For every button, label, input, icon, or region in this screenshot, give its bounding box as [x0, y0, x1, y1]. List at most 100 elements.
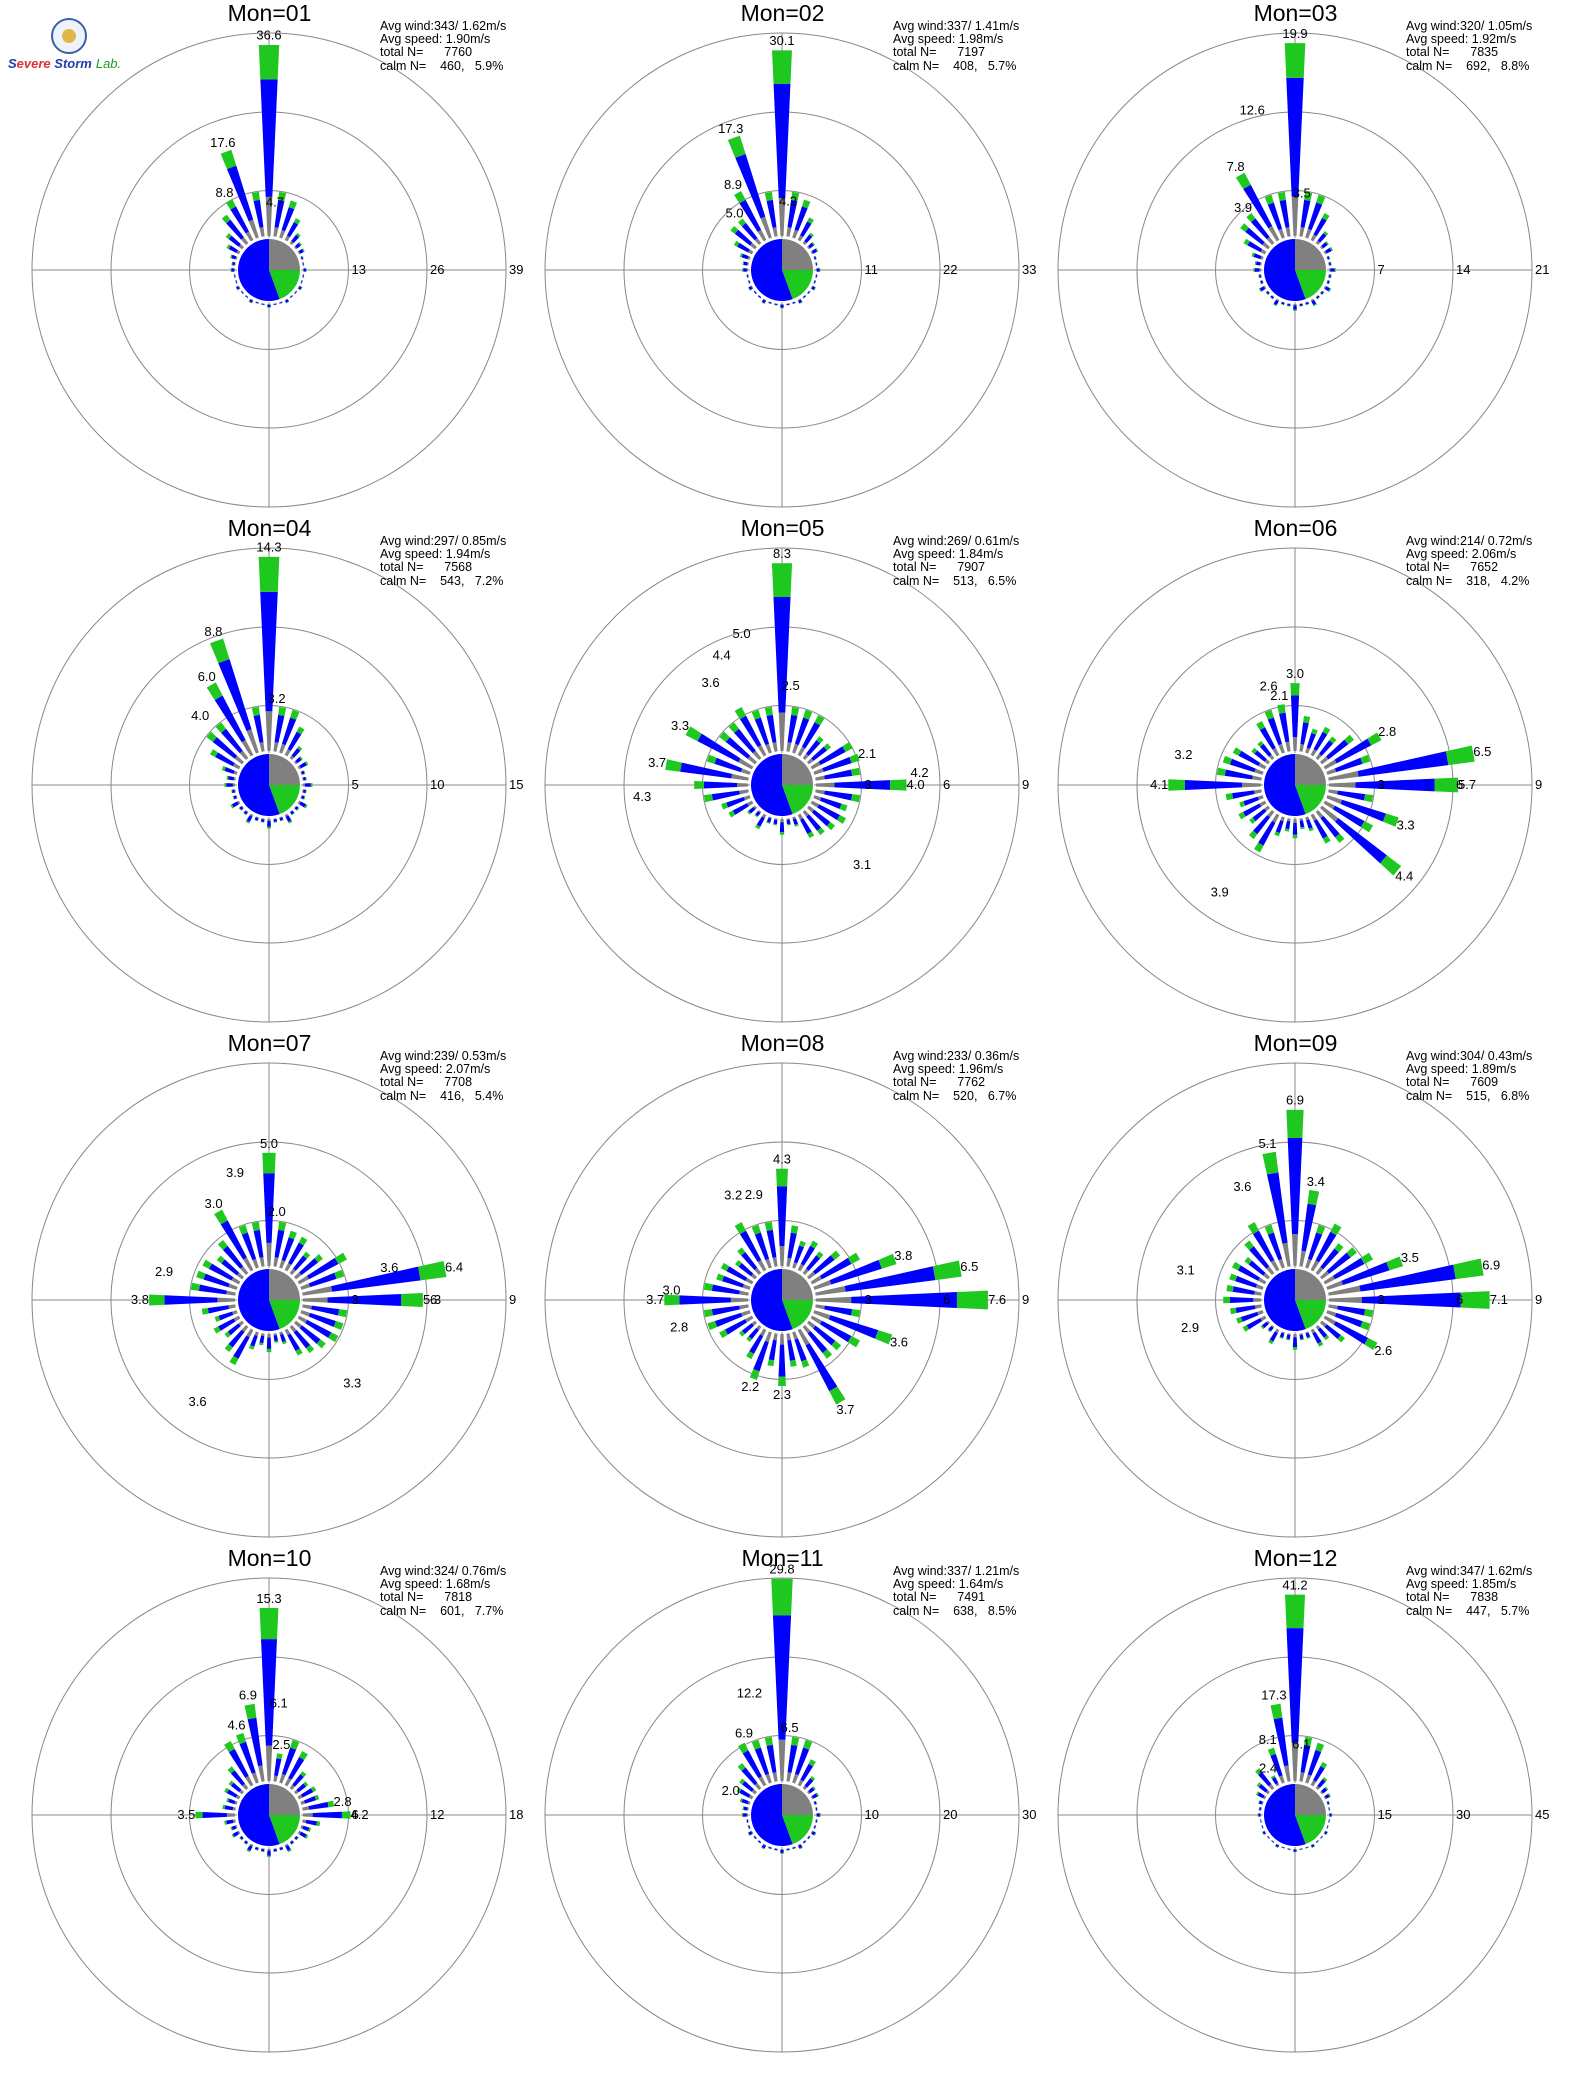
- direction-spoke: [294, 1835, 299, 1841]
- panel-stats: Avg wind:269/ 0.61m/s Avg speed: 1.84m/s t…: [893, 534, 1019, 588]
- calm-center-pie: [1263, 1268, 1327, 1332]
- direction-spoke: [302, 262, 305, 266]
- direction-spoke: [1320, 1320, 1345, 1343]
- direction-spoke: [297, 1252, 348, 1285]
- direction-spoke: [1271, 1840, 1275, 1844]
- direction-spoke: [1323, 732, 1382, 770]
- direction-spoke: [792, 1331, 810, 1368]
- stats-line: calm N= 520, 6.7%: [893, 1088, 1017, 1103]
- windrose-plot: 11 22 33 30.1 4.2 17.3 8.9 5.0: [544, 32, 1036, 508]
- direction-spoke: [786, 191, 800, 237]
- ring-tick-label: 13: [352, 262, 366, 277]
- direction-spoke: [733, 240, 754, 255]
- direction-spoke: [1256, 721, 1280, 757]
- direction-spoke: [1326, 795, 1399, 827]
- ring-tick-label: 3: [1378, 1292, 1385, 1307]
- direction-spoke: [251, 1221, 265, 1267]
- direction-spoke: [196, 1270, 238, 1290]
- direction-value-label: 2.1: [858, 746, 876, 761]
- direction-value-label: 29.8: [769, 1562, 794, 1577]
- direction-spoke: [1326, 255, 1331, 260]
- direction-spoke: [746, 1819, 749, 1823]
- direction-spoke: [225, 233, 244, 250]
- stats-line: Avg speed: 1.89m/s: [1406, 1062, 1517, 1077]
- direction-spoke: [802, 232, 814, 245]
- calm-center-pie: [1263, 753, 1327, 817]
- direction-spoke: [1310, 1761, 1328, 1787]
- direction-spoke: [297, 800, 308, 809]
- direction-spoke: [300, 256, 304, 260]
- stats-line: Avg speed: 1.85m/s: [1406, 1577, 1517, 1592]
- direction-spoke: [665, 759, 749, 781]
- direction-spoke: [751, 709, 772, 754]
- direction-spoke: [227, 1766, 249, 1790]
- direction-spoke: [1315, 295, 1320, 300]
- direction-spoke: [224, 1819, 236, 1825]
- direction-spoke: [231, 789, 236, 794]
- direction-spoke: [302, 1304, 348, 1318]
- direction-spoke: [1328, 1291, 1490, 1309]
- direction-spoke: [1277, 191, 1291, 237]
- direction-value-label: 5.3: [423, 1292, 441, 1307]
- direction-spoke: [202, 1259, 241, 1285]
- direction-spoke: [1320, 1786, 1329, 1795]
- stats-line: total N= 7609: [1406, 1075, 1499, 1090]
- direction-spoke: [1326, 1825, 1329, 1829]
- direction-spoke: [734, 706, 767, 757]
- direction-spoke: [190, 1282, 236, 1296]
- direction-spoke: [786, 1848, 790, 1851]
- direction-spoke: [214, 1209, 254, 1272]
- direction-spoke: [742, 1806, 749, 1811]
- direction-spoke: [815, 767, 861, 781]
- direction-spoke: [297, 1315, 339, 1343]
- direction-value-label: 3.7: [836, 1402, 854, 1417]
- direction-spoke: [1236, 1310, 1264, 1324]
- direction-value-label: 3.1: [853, 857, 871, 872]
- university-seal-icon: [51, 18, 87, 54]
- direction-spoke: [736, 1787, 754, 1800]
- direction-spoke: [739, 1797, 751, 1805]
- stats-line: calm N= 460, 5.9%: [380, 58, 504, 73]
- direction-spoke: [810, 285, 817, 291]
- direction-spoke: [1305, 1846, 1309, 1849]
- windrose-plot: 15 30 45 41.2 17.3 6.1 8.1 2.4: [1057, 1577, 1549, 2053]
- direction-spoke: [792, 816, 799, 827]
- ring-tick-label: 39: [509, 262, 523, 277]
- stats-line: Avg speed: 1.96m/s: [893, 1062, 1004, 1077]
- direction-spoke: [1286, 1333, 1291, 1341]
- direction-spoke: [302, 776, 307, 781]
- direction-spoke: [776, 1168, 788, 1267]
- ring-tick-label: 22: [943, 262, 957, 277]
- direction-value-label: 3.7: [646, 1292, 664, 1307]
- direction-spoke: [1320, 1835, 1324, 1839]
- direction-spoke: [226, 775, 236, 781]
- stats-line: Avg wind:320/ 1.05m/s: [1406, 19, 1533, 33]
- direction-spoke: [231, 1830, 241, 1838]
- direction-spoke: [1315, 1243, 1344, 1275]
- direction-value-label: 2.5: [782, 678, 800, 693]
- direction-spoke: [1277, 704, 1291, 752]
- panel-title: Mon=06: [1253, 515, 1338, 541]
- direction-spoke: [240, 290, 244, 295]
- direction-spoke: [786, 706, 800, 752]
- direction-spoke: [694, 781, 749, 789]
- panel-stats: Avg wind:324/ 0.76m/s Avg speed: 1.68m/s t…: [380, 1564, 506, 1618]
- direction-spoke: [1229, 1304, 1262, 1315]
- direction-spoke: [294, 756, 303, 765]
- panel-stats: Avg wind:297/ 0.85m/s Avg speed: 1.94m/s t…: [380, 534, 506, 588]
- stats-line: calm N= 447, 5.7%: [1406, 1603, 1530, 1618]
- direction-spoke: [279, 1846, 284, 1851]
- direction-spoke: [302, 268, 307, 272]
- direction-value-label: 8.3: [773, 546, 791, 561]
- direction-spoke: [1293, 303, 1297, 311]
- ring-tick-label: 9: [1535, 777, 1542, 792]
- direction-spoke: [768, 1846, 772, 1850]
- panel-stats: Avg wind:320/ 1.05m/s Avg speed: 1.92m/s t…: [1406, 19, 1533, 73]
- direction-spoke: [149, 1294, 236, 1306]
- direction-spoke: [228, 1780, 244, 1795]
- direction-spoke: [810, 800, 847, 824]
- direction-spoke: [1260, 1320, 1270, 1330]
- windrose-panel: 6 12 18 15.3 6.1 6.9 4.6 2.5 2.8 4.2 3.5 Mon=10 Avg …: [12, 1545, 527, 2060]
- direction-spoke: [273, 1333, 279, 1343]
- direction-spoke: [231, 261, 236, 266]
